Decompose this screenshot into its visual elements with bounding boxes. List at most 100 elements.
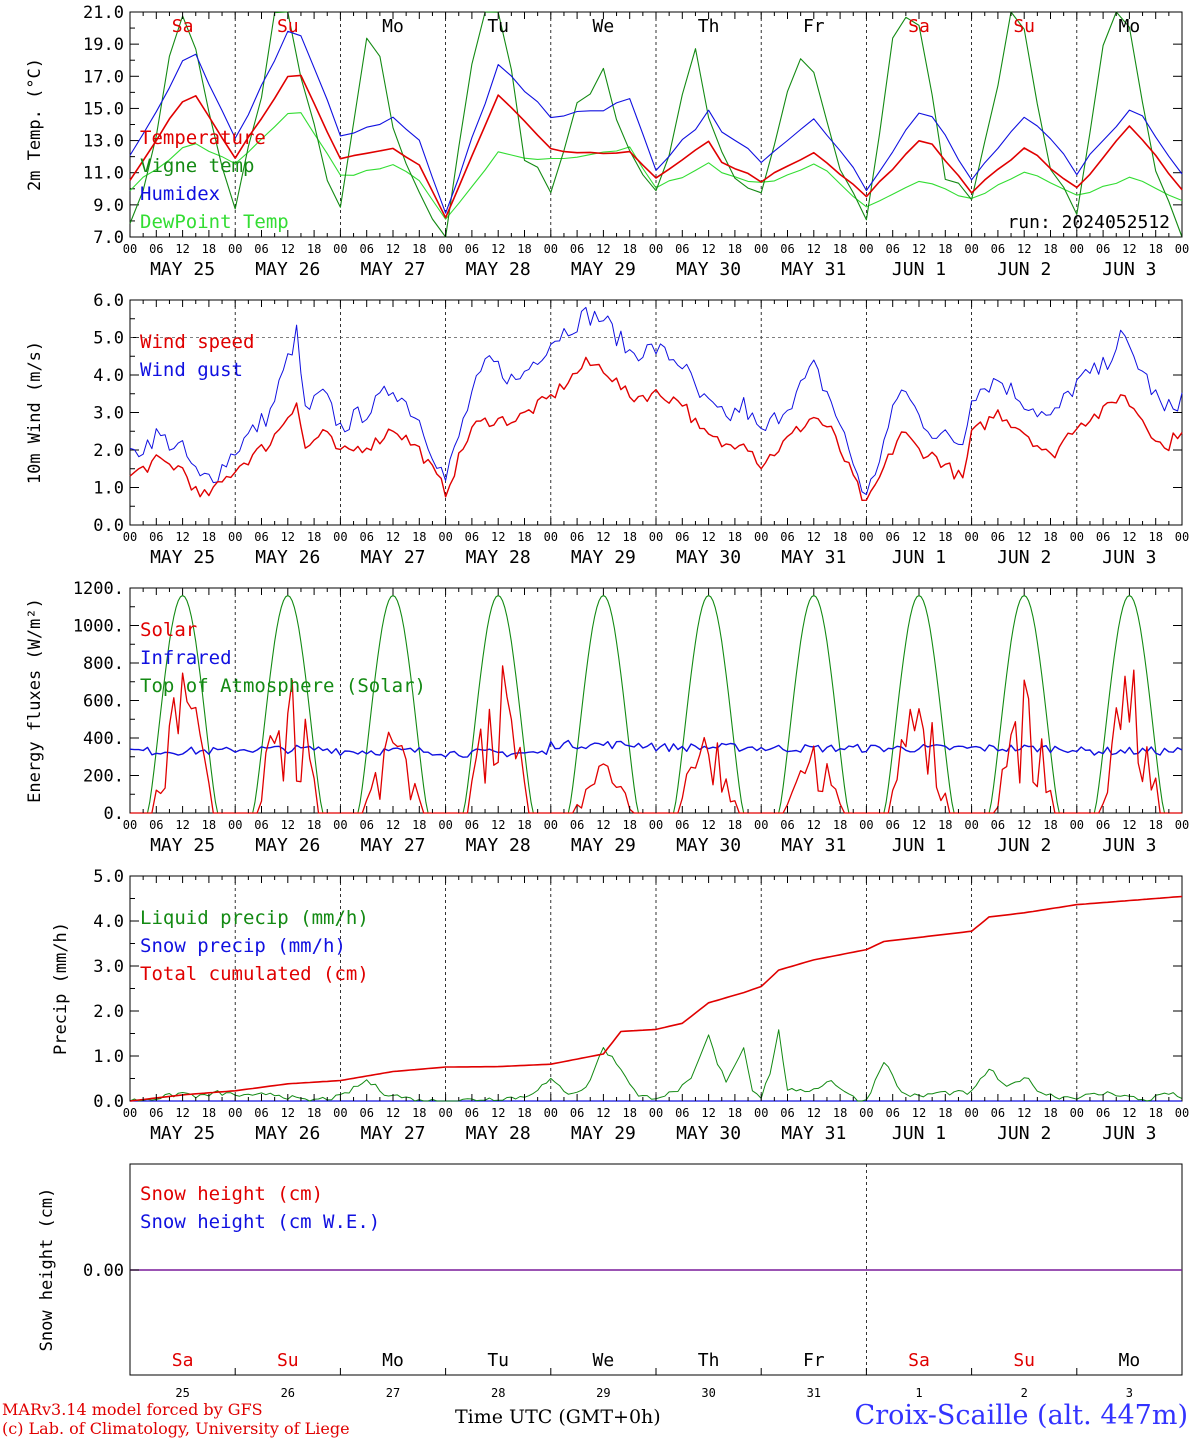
panel-1-legend-0: Wind speed	[140, 331, 254, 353]
panel-0-hour-label: 06	[359, 242, 373, 256]
panel-1-hour-label: 18	[517, 530, 531, 544]
panel-2-hour-label: 00	[228, 818, 242, 832]
panel-3-hour-label: 18	[1043, 1106, 1057, 1120]
panel-0-weekday-label: We	[593, 16, 615, 37]
panel-3-ytick-label: 4.0	[93, 912, 124, 932]
panel-1-hour-label: 12	[596, 530, 610, 544]
panel-1-hour-label: 12	[1122, 530, 1136, 544]
panel-0-hour-label: 00	[123, 242, 137, 256]
panel-0-hour-label: 00	[333, 242, 347, 256]
panel-1-hour-label: 06	[675, 530, 689, 544]
panel-2-hour-label: 12	[386, 818, 400, 832]
panel-1-hour-label: 06	[359, 530, 373, 544]
panel-1-date-label: JUN 2	[997, 547, 1051, 568]
panel-0-weekday-label: Tu	[487, 16, 509, 37]
panel-2-hour-label: 18	[307, 818, 321, 832]
footer-station: Croix-Scaille (alt. 447m)	[854, 1400, 1188, 1431]
panel-4-weekday-label: Fr	[803, 1350, 825, 1371]
panel-3-date-label: JUN 3	[1102, 1123, 1156, 1144]
panel-3-hour-label: 12	[912, 1106, 926, 1120]
panel-2-hour-label: 06	[359, 818, 373, 832]
panel-1-hour-label: 06	[991, 530, 1005, 544]
panel-3-hour-label: 00	[1070, 1106, 1084, 1120]
panel-0-hour-label: 00	[859, 242, 873, 256]
panel-0-hour-label: 00	[228, 242, 242, 256]
panel-1-series-wind-gust	[129, 306, 1183, 496]
panel-3-hour-label: 18	[517, 1106, 531, 1120]
panel-0-hour-label: 06	[675, 242, 689, 256]
panel-1-hour-label: 00	[123, 530, 137, 544]
panel-0-hour-label: 18	[202, 242, 216, 256]
panel-4-weekday-label: We	[593, 1350, 615, 1371]
panel-0-hour-label: 00	[544, 242, 558, 256]
panel-2-ytick-label: 600.	[83, 692, 124, 712]
panel-1-hour-label: 18	[1043, 530, 1057, 544]
panel-1-hour-label: 00	[754, 530, 768, 544]
panel-1-hour-label: 12	[281, 530, 295, 544]
panel-0-ytick-label: 17.0	[83, 67, 124, 87]
panel-1-date-label: MAY 25	[150, 547, 215, 568]
panel-2-hour-label: 06	[885, 818, 899, 832]
panel-1-hour-label: 06	[780, 530, 794, 544]
panel-0-hour-label: 18	[307, 242, 321, 256]
panel-2-hour-label: 06	[570, 818, 584, 832]
panel-3-hour-label: 12	[175, 1106, 189, 1120]
panel-2-ytick-label: 1200.	[73, 579, 124, 599]
panel-4-day-number: 25	[175, 1386, 189, 1400]
panel-0-hour-label: 12	[386, 242, 400, 256]
panel-4-day-number: 28	[491, 1386, 505, 1400]
panel-0-hour-label: 18	[622, 242, 636, 256]
panel-3-hour-label: 18	[202, 1106, 216, 1120]
panel-1-hour-label: 18	[833, 530, 847, 544]
panel-2-date-label: MAY 27	[360, 835, 425, 856]
panel-0-hour-label: 00	[438, 242, 452, 256]
panel-2-ytick-label: 200.	[83, 767, 124, 787]
panel-0-series-temperature	[129, 74, 1183, 219]
panel-4-day-number: 3	[1126, 1386, 1133, 1400]
panel-3-hour-label: 00	[649, 1106, 663, 1120]
panel-3-ytick-label: 2.0	[93, 1002, 124, 1022]
panel-4-weekday-label: Th	[698, 1350, 720, 1371]
panel-1-hour-label: 12	[1017, 530, 1031, 544]
panel-2-date-label: JUN 2	[997, 835, 1051, 856]
panel-3-hour-label: 12	[281, 1106, 295, 1120]
panel-3-date-label: MAY 29	[571, 1123, 636, 1144]
panel-0-weekday-label: Mo	[382, 16, 404, 37]
panel-1-hour-label: 12	[491, 530, 505, 544]
panel-3-hour-label: 06	[149, 1106, 163, 1120]
panel-2-date-label: MAY 26	[255, 835, 320, 856]
panel-0-hour-label: 06	[465, 242, 479, 256]
panel-1-ytick-label: 6.0	[93, 291, 124, 311]
panel-1-hour-label: 00	[649, 530, 663, 544]
panel-2-date-label: JUN 3	[1102, 835, 1156, 856]
panel-2-hour-label: 12	[701, 818, 715, 832]
panel-3-hour-label: 12	[1017, 1106, 1031, 1120]
panel-2-hour-label: 06	[675, 818, 689, 832]
panel-3-hour-label: 00	[859, 1106, 873, 1120]
panel-0-ylabel: 2m Temp. (°C)	[25, 58, 45, 191]
panel-1-hour-label: 00	[333, 530, 347, 544]
panel-1-date-label: MAY 26	[255, 547, 320, 568]
panel-0-hour-label: 18	[517, 242, 531, 256]
panel-0-date-label: MAY 30	[676, 259, 741, 280]
panel-3-hour-label: 18	[622, 1106, 636, 1120]
panel-4-ytick-label: 0.00	[83, 1261, 124, 1281]
panel-3-hour-label: 00	[964, 1106, 978, 1120]
panel-3-hour-label: 18	[307, 1106, 321, 1120]
panel-1-ylabel: 10m Wind (m/s)	[25, 341, 45, 484]
panel-3-ylabel: Precip (mm/h)	[51, 922, 71, 1055]
panel-1-hour-label: 12	[912, 530, 926, 544]
panel-3-date-label: JUN 1	[892, 1123, 946, 1144]
panel-2-date-label: MAY 28	[466, 835, 531, 856]
panel-0-hour-label: 12	[596, 242, 610, 256]
panel-1-date-label: MAY 31	[781, 547, 846, 568]
panel-1-hour-label: 18	[412, 530, 426, 544]
panel-4-day-number: 26	[281, 1386, 295, 1400]
panel-1-hour-label: 06	[465, 530, 479, 544]
panel-1-hour-label: 12	[701, 530, 715, 544]
panel-0-date-label: MAY 28	[466, 259, 531, 280]
panel-0-weekday-label: Su	[1013, 16, 1035, 37]
panel-1-ytick-label: 1.0	[93, 479, 124, 499]
panel-1-hour-label: 00	[228, 530, 242, 544]
panel-3-ytick-label: 3.0	[93, 957, 124, 977]
